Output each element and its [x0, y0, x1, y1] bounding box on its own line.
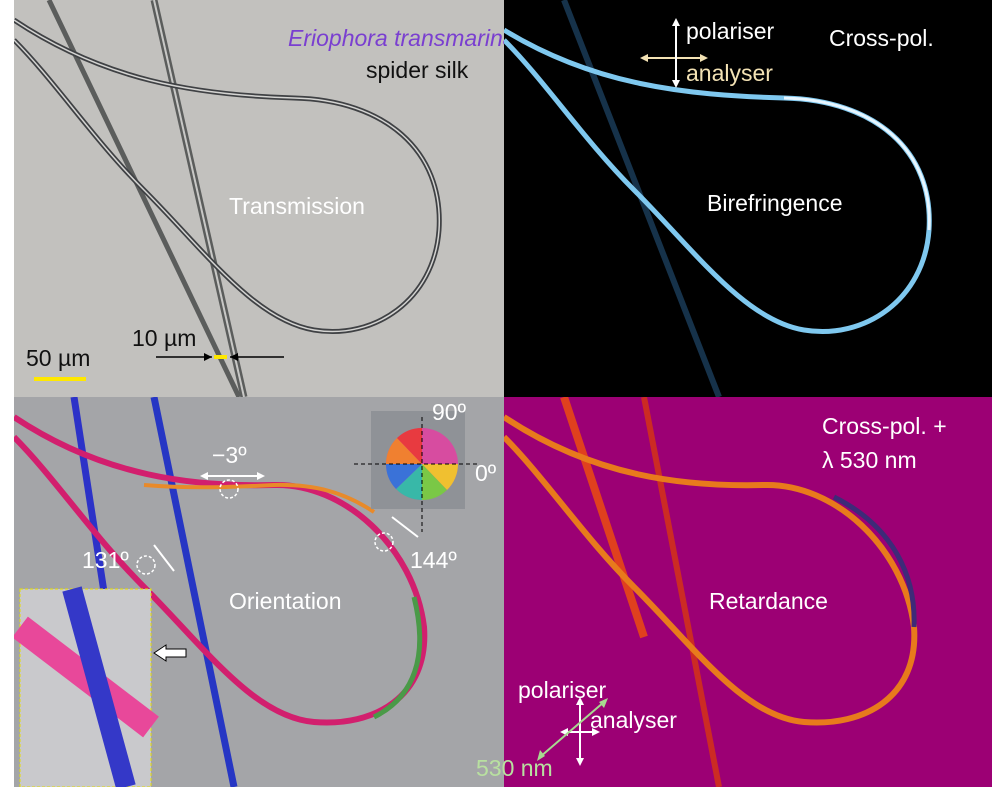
orientation-panel: 90º 0º −3º 131º 144º Orientation [14, 397, 504, 787]
inset-arrow-icon [153, 644, 187, 662]
inset-zoom [14, 586, 159, 787]
polariser-label: polariser [518, 677, 607, 703]
angle-144-label: 144º [410, 547, 457, 573]
scale-bar [34, 377, 86, 381]
species-subtitle: spider silk [366, 57, 469, 83]
retardance-panel: Cross-pol. + λ 530 nm Retardance polaris… [504, 397, 992, 787]
cross-pol-label: Cross-pol. [829, 25, 934, 51]
transmission-label: Transmission [229, 193, 365, 219]
birefringence-panel: polariser analyser Cross-pol. Birefringe… [504, 0, 992, 397]
orientation-colour-wheel [354, 411, 479, 532]
birefringence-image [504, 0, 932, 397]
polariser-label: polariser [686, 18, 775, 44]
orientation-image [14, 397, 479, 787]
cross-pol-lambda-label-2: λ 530 nm [822, 447, 917, 473]
birefringence-label: Birefringence [707, 190, 843, 216]
wheel-90-label: 90º [432, 399, 466, 425]
cross-pol-lambda-label-1: Cross-pol. + [822, 413, 947, 439]
wheel-0-label: 0º [475, 460, 497, 486]
angle-131-label: 131º [82, 547, 129, 573]
width-marker-bar [214, 355, 227, 359]
angle-minus3-label: −3º [212, 442, 247, 468]
orientation-label: Orientation [229, 588, 342, 614]
retardance-label: Retardance [709, 588, 828, 614]
species-name: Eriophora transmarina [288, 25, 504, 51]
plate-530nm-label: 530 nm [476, 755, 553, 781]
scale-bar-label: 50 µm [26, 345, 91, 371]
retardance-image [504, 397, 918, 787]
analyser-label: analyser [590, 707, 677, 733]
width-marker-label: 10 µm [132, 325, 197, 351]
transmission-panel: Eriophora transmarina spider silk Transm… [14, 0, 504, 397]
transmission-image [14, 0, 442, 397]
analyser-label: analyser [686, 60, 773, 86]
